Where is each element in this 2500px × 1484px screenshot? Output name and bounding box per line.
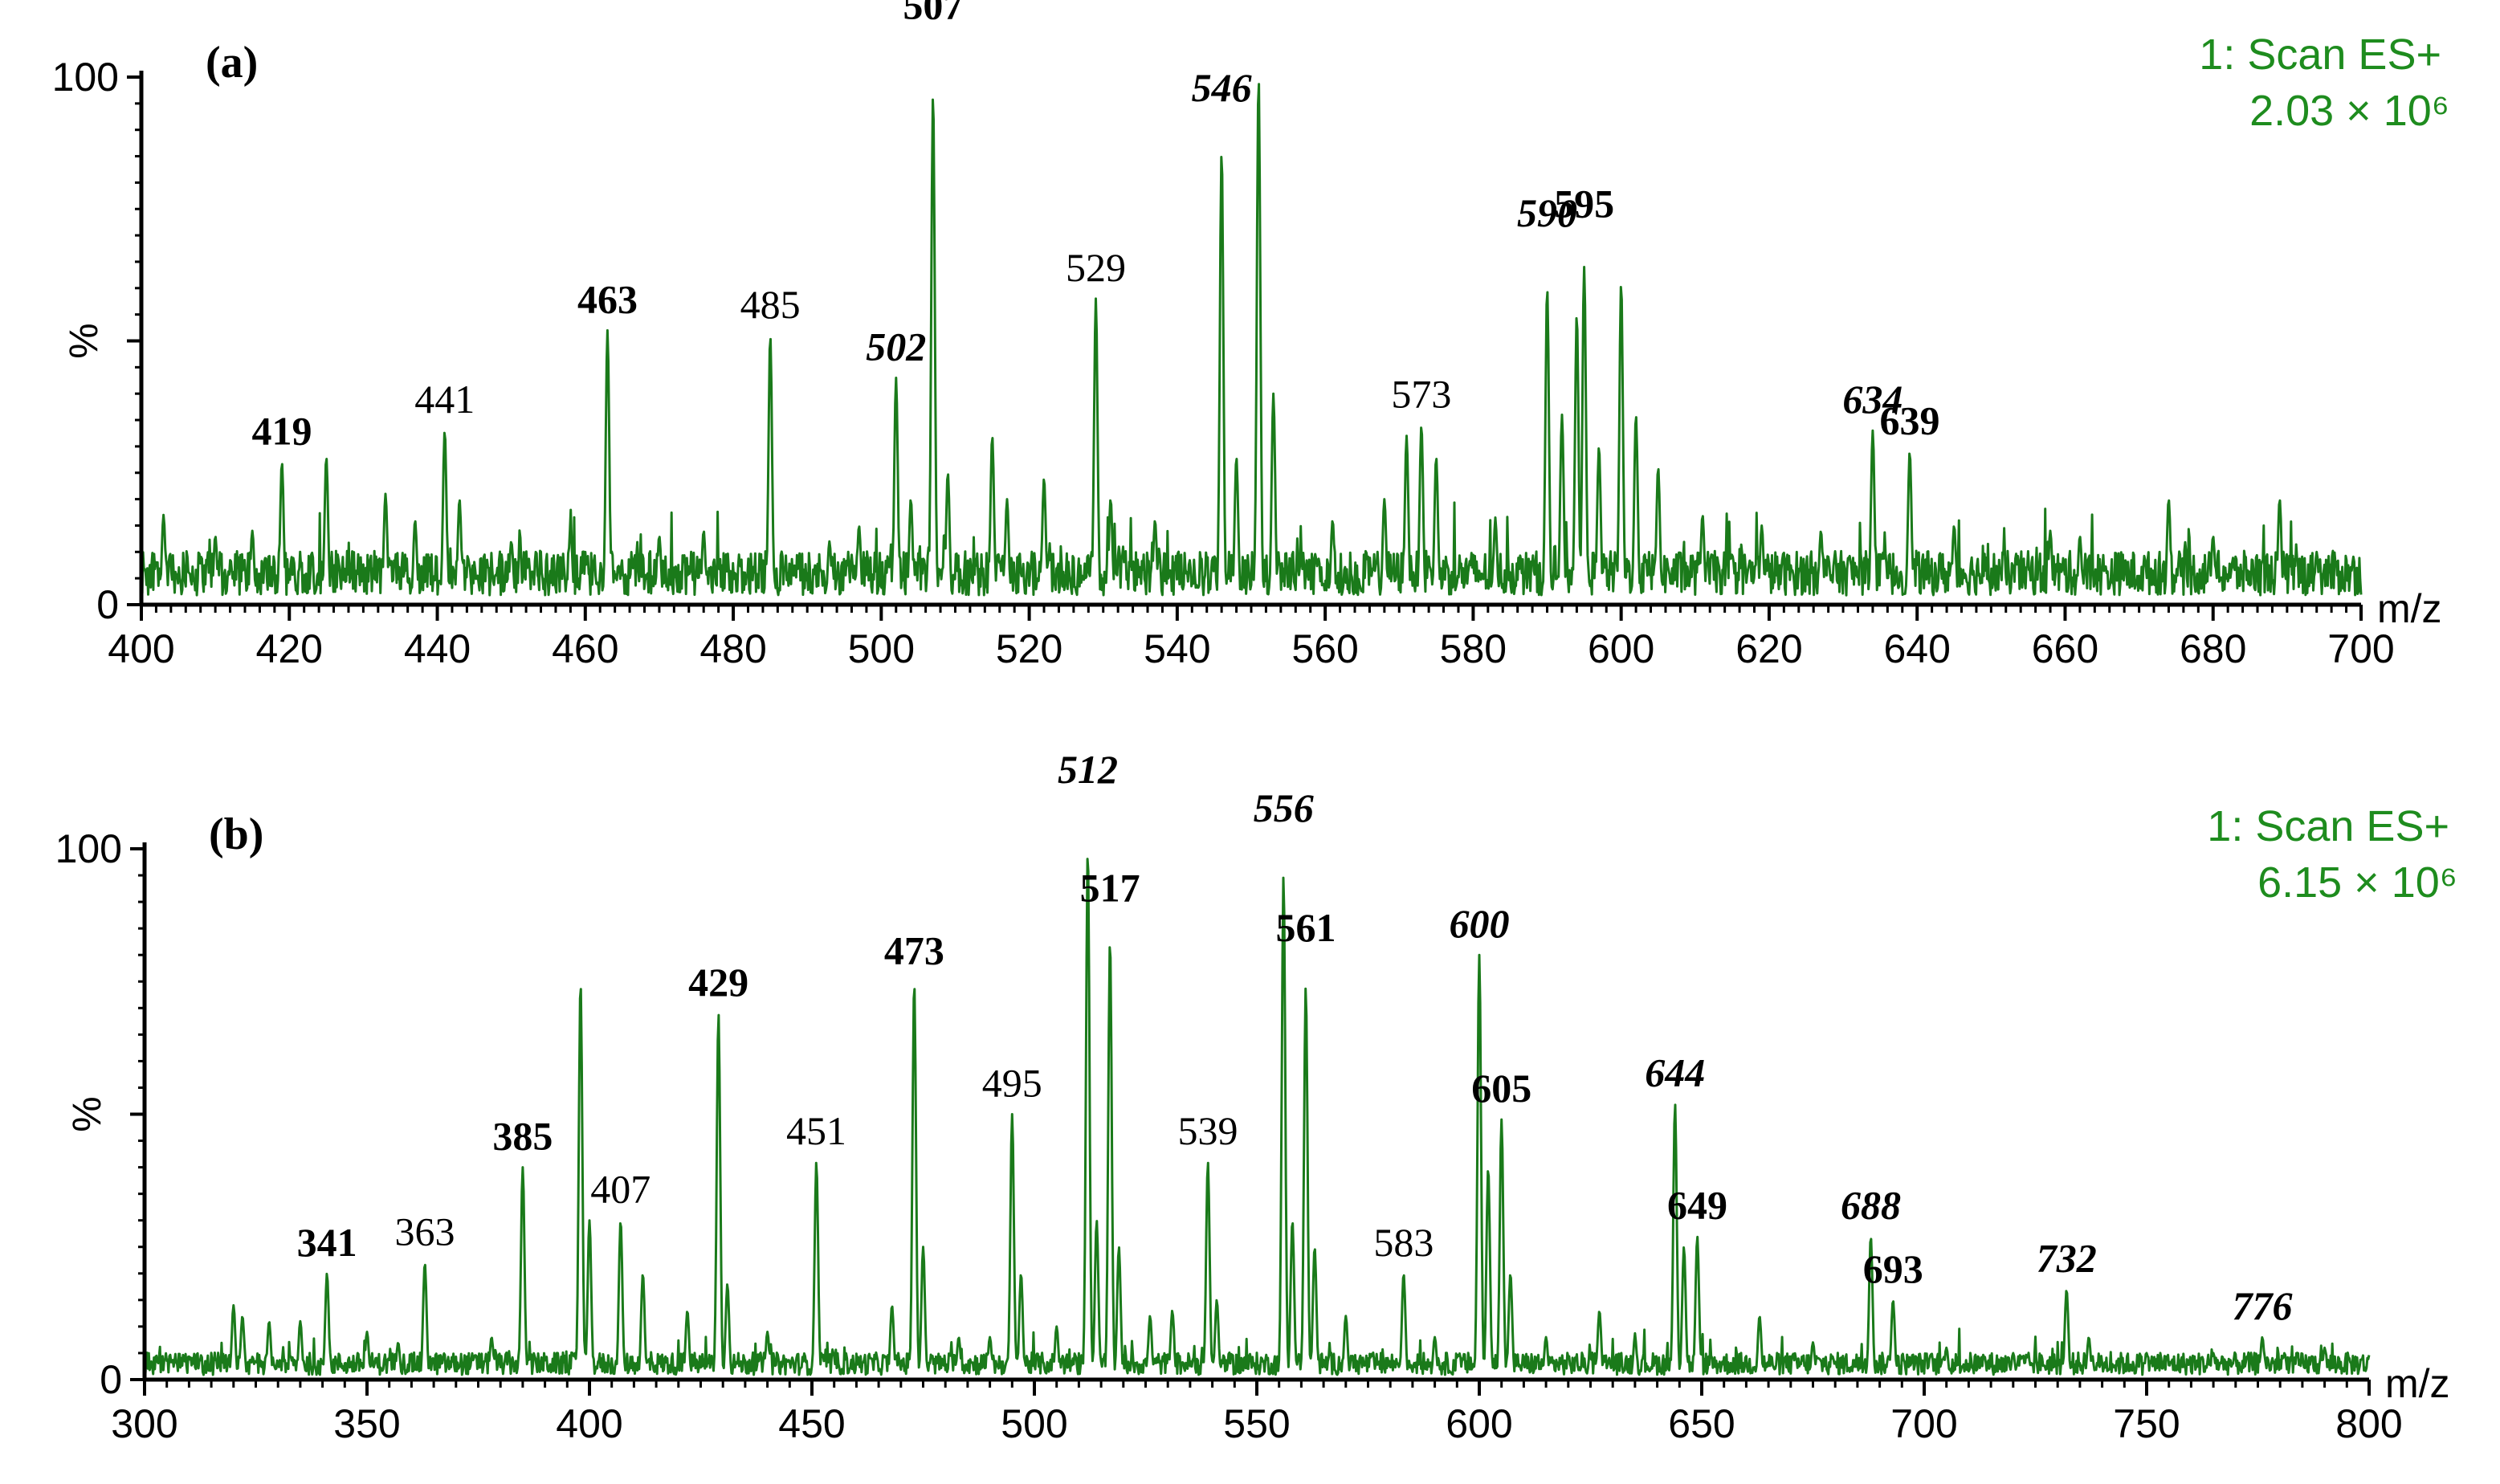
y-axis-label: %	[61, 323, 106, 358]
scan-intensity-label: 2.03 × 10⁶	[2249, 87, 2449, 135]
spectrum-trace	[143, 858, 2371, 1376]
x-tick-label: 750	[2113, 1401, 2180, 1446]
peak-label: 529	[1066, 245, 1126, 290]
scan-mode-label: 1: Scan ES+	[2207, 802, 2449, 850]
x-axis-label: m/z	[2377, 586, 2442, 631]
x-tick-label: 600	[1588, 626, 1654, 671]
peak-label: 441	[414, 377, 475, 422]
x-tick-label: 540	[1144, 626, 1210, 671]
peak-label: 407	[590, 1167, 650, 1212]
peak-label: 551	[1229, 0, 1289, 4]
peak-label: 644	[1645, 1050, 1705, 1095]
peak-label: 385	[492, 1114, 553, 1159]
peak-label: 688	[1841, 1183, 1901, 1228]
x-axis-label: m/z	[2385, 1361, 2450, 1406]
peak-label: 451	[786, 1108, 846, 1153]
x-tick-label: 460	[552, 626, 618, 671]
peak-label: 583	[1373, 1220, 1434, 1265]
x-tick-label: 680	[2180, 626, 2246, 671]
peak-label: 363	[395, 1209, 455, 1254]
x-tick-label: 500	[848, 626, 915, 671]
peak-label: 590	[1517, 190, 1577, 235]
x-tick-label: 550	[1223, 1401, 1290, 1446]
x-tick-label: 480	[699, 626, 766, 671]
x-tick-label: 580	[1440, 626, 1507, 671]
peak-label: 419	[252, 409, 312, 454]
peak-label: 776	[2233, 1283, 2293, 1328]
y-axis-label: %	[64, 1096, 109, 1131]
y-tick-label: 100	[55, 826, 122, 871]
x-tick-label: 500	[1001, 1401, 1067, 1446]
panel-label: (b)	[209, 809, 263, 859]
peak-label: 429	[688, 960, 748, 1005]
peak-label: 595	[1554, 181, 1614, 226]
x-tick-label: 700	[2327, 626, 2394, 671]
peak-label: 546	[1192, 65, 1252, 110]
peak-label: 485	[740, 282, 801, 327]
panel-a: 400 420 440 460 480 500 520 540 560 580 600 620 640 6…	[52, 0, 2449, 671]
peak-label: 463	[577, 276, 638, 321]
peak-label: 539	[1178, 1108, 1238, 1153]
x-tick-label: 450	[778, 1401, 845, 1446]
peak-label: 495	[982, 1061, 1042, 1106]
peak-label: 502	[866, 324, 926, 369]
x-tick-label: 420	[256, 626, 323, 671]
x-tick-label: 560	[1291, 626, 1358, 671]
peak-label: 341	[297, 1220, 357, 1265]
x-tick-label: 520	[996, 626, 1062, 671]
y-tick-label: 100	[52, 55, 119, 100]
peak-label: 556	[1254, 785, 1314, 830]
peak-label: 573	[1391, 372, 1451, 417]
x-tick-label: 440	[404, 626, 471, 671]
peak-label: 600	[1450, 901, 1510, 946]
peak-label: 634	[1842, 377, 1903, 422]
peak-label: 507	[903, 0, 963, 28]
x-tick-label: 350	[333, 1401, 400, 1446]
peak-label: 561	[1275, 905, 1336, 950]
panel-b: 300 350 400 450 500 550 600 650 700 750 800 0 100% m/…	[55, 747, 2457, 1446]
peak-label: 605	[1471, 1066, 1531, 1111]
x-tick-label: 660	[2032, 626, 2098, 671]
peak-label: 732	[2037, 1236, 2097, 1281]
peak-label: 473	[884, 928, 944, 972]
peak-label: 693	[1863, 1246, 1923, 1291]
peak-label: 639	[1879, 398, 1939, 442]
x-tick-label: 600	[1446, 1401, 1512, 1446]
x-tick-label: 640	[1883, 626, 1950, 671]
scan-mode-label: 1: Scan ES+	[2199, 31, 2441, 79]
peak-label: 517	[1080, 865, 1140, 910]
scan-intensity-label: 6.15 × 10⁶	[2257, 858, 2457, 907]
y-tick-label: 0	[96, 582, 119, 627]
peak-label: 649	[1667, 1183, 1727, 1228]
peak-label: 512	[1058, 747, 1118, 792]
x-tick-label: 800	[2335, 1401, 2402, 1446]
x-tick-label: 650	[1668, 1401, 1735, 1446]
x-tick-label: 620	[1735, 626, 1802, 671]
y-tick-label: 0	[100, 1357, 122, 1402]
x-tick-label: 400	[108, 626, 174, 671]
x-tick-label: 700	[1890, 1401, 1957, 1446]
x-tick-label: 400	[556, 1401, 622, 1446]
x-tick-label: 300	[111, 1401, 177, 1446]
panel-label: (a)	[206, 38, 258, 88]
spectrum-trace	[140, 83, 2363, 597]
